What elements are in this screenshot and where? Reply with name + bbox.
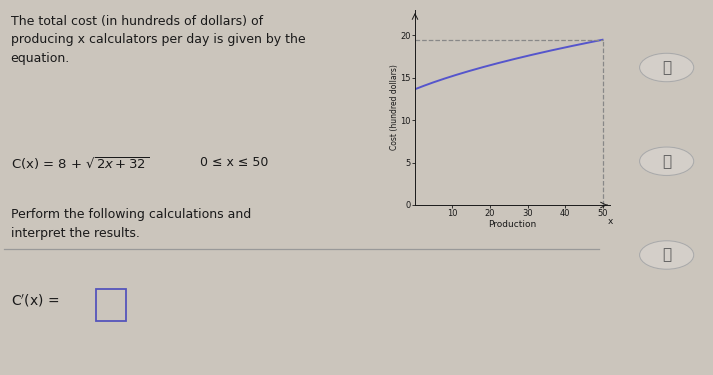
X-axis label: Production: Production	[488, 219, 537, 228]
Text: x: x	[608, 217, 613, 226]
Text: 🔍: 🔍	[662, 154, 671, 169]
Text: The total cost (in hundreds of dollars) of
producing x calculators per day is gi: The total cost (in hundreds of dollars) …	[11, 15, 305, 65]
Y-axis label: Cost (hundred dollars): Cost (hundred dollars)	[390, 64, 399, 150]
Text: C$'$(x) =: C$'$(x) =	[11, 292, 59, 309]
Text: 0 ≤ x ≤ 50: 0 ≤ x ≤ 50	[200, 156, 268, 169]
Text: Perform the following calculations and
interpret the results.: Perform the following calculations and i…	[11, 208, 251, 240]
FancyBboxPatch shape	[96, 289, 126, 321]
Text: 🔍: 🔍	[662, 60, 671, 75]
Text: ⧉: ⧉	[662, 248, 671, 262]
Text: C(x) = 8 + $\sqrt{2x + 32}$: C(x) = 8 + $\sqrt{2x + 32}$	[11, 156, 149, 172]
